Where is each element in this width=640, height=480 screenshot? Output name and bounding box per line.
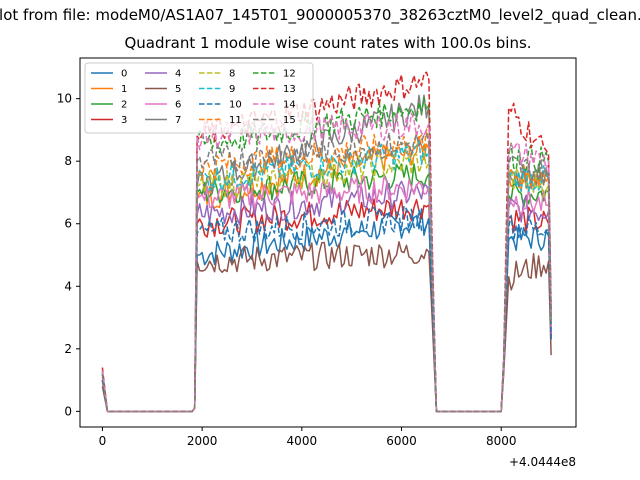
y-tick-label: 8 [64, 154, 72, 168]
figure-suptitle: Plot from file: modeM0/AS1A07_145T01_900… [0, 6, 640, 24]
y-tick-label: 6 [64, 217, 72, 231]
y-axis-ticks: 0 2 4 6 8 10 [57, 92, 80, 418]
x-tick-label: 8000 [486, 434, 517, 448]
series-line-7 [101, 94, 552, 413]
legend-label: 13 [283, 84, 296, 95]
legend-label: 2 [121, 100, 127, 111]
legend-label: 11 [229, 115, 242, 126]
series-line-2 [101, 163, 552, 413]
y-tick-label: 0 [64, 404, 72, 418]
x-axis-offset-label: +4.0444e8 [509, 455, 576, 469]
chart-title: Quadrant 1 module wise count rates with … [124, 34, 532, 52]
legend-label: 15 [283, 115, 296, 126]
series-line-0 [101, 208, 552, 413]
x-tick-label: 0 [99, 434, 107, 448]
x-axis-ticks: 0 2000 4000 6000 8000 [99, 427, 517, 448]
legend-label: 0 [121, 69, 127, 80]
legend-label: 10 [229, 100, 242, 111]
legend-label: 6 [175, 100, 181, 111]
series-line-10 [101, 205, 552, 413]
x-tick-label: 2000 [187, 434, 218, 448]
legend-label: 14 [283, 100, 296, 111]
legend-label: 7 [175, 115, 181, 126]
plot-lines [101, 71, 552, 413]
series-line-1 [101, 136, 552, 413]
y-tick-label: 2 [64, 342, 72, 356]
legend-label: 4 [175, 69, 181, 80]
legend-label: 5 [175, 84, 181, 95]
series-line-15 [101, 132, 552, 413]
legend-label: 1 [121, 84, 127, 95]
legend-label: 8 [229, 69, 235, 80]
series-line-5 [101, 241, 552, 413]
legend-label: 12 [283, 69, 296, 80]
x-tick-label: 4000 [287, 434, 318, 448]
y-tick-label: 10 [57, 92, 72, 106]
series-line-12 [101, 96, 552, 413]
series-line-6 [101, 175, 552, 413]
y-tick-label: 4 [64, 279, 72, 293]
x-tick-label: 6000 [386, 434, 417, 448]
legend-label: 9 [229, 84, 235, 95]
legend-label: 3 [121, 115, 127, 126]
series-line-4 [101, 180, 552, 413]
axes-frame [79, 57, 577, 428]
legend-box [84, 62, 314, 134]
series-line-11 [101, 128, 552, 413]
